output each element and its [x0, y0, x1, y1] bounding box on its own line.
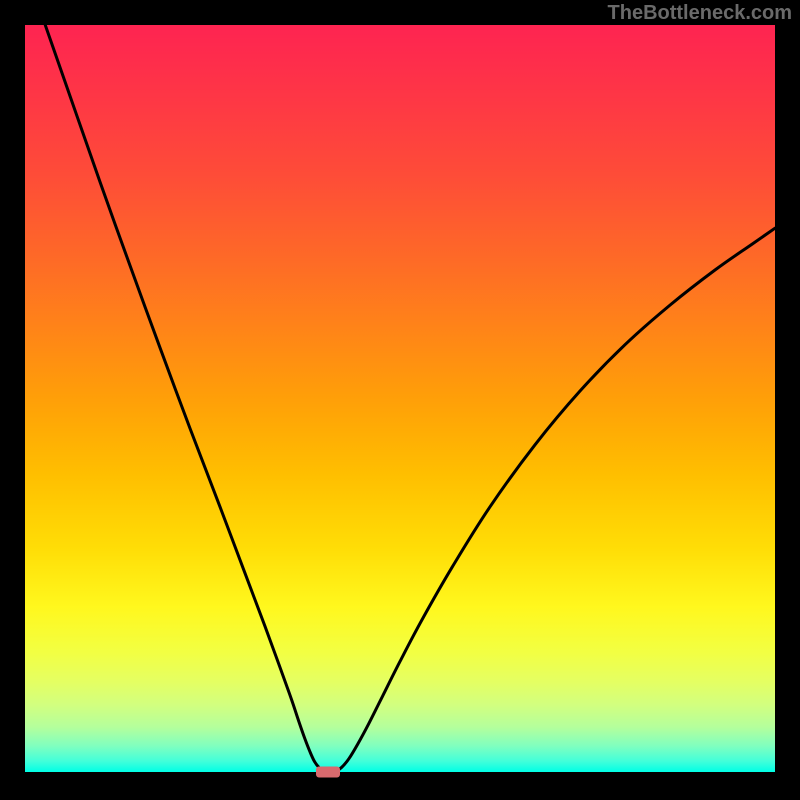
curve-svg — [25, 25, 775, 772]
plot-area — [25, 25, 775, 772]
optimum-marker — [316, 767, 340, 778]
watermark-text: TheBottleneck.com — [608, 2, 792, 25]
chart-container: TheBottleneck.com — [0, 0, 800, 800]
bottleneck-curve — [45, 25, 775, 772]
